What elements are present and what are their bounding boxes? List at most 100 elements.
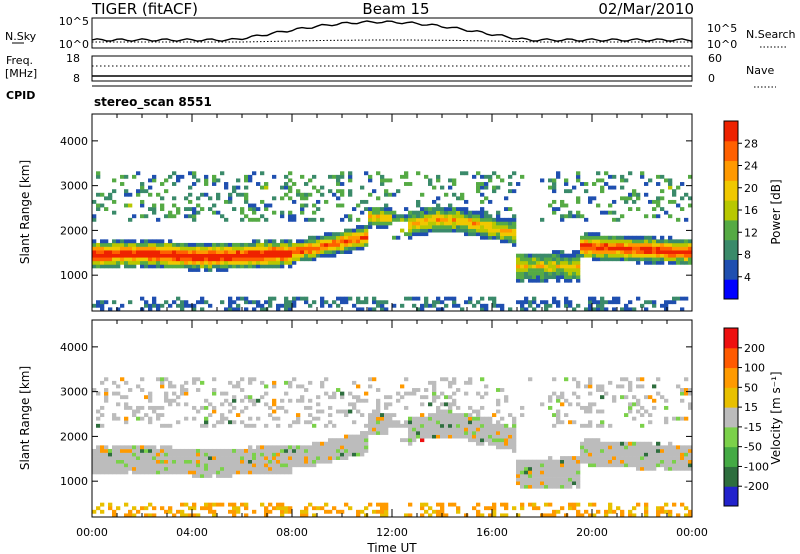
power-cell xyxy=(488,221,493,226)
velocity-cell xyxy=(496,420,501,425)
velocity-cell xyxy=(432,384,437,389)
power-cell xyxy=(600,239,605,244)
velocity-cell xyxy=(180,391,185,396)
power-cell xyxy=(260,264,265,269)
power-cell xyxy=(116,253,121,258)
velocity-cell xyxy=(540,459,545,464)
power-cell xyxy=(660,196,665,201)
velocity-cell xyxy=(104,377,109,382)
power-cell xyxy=(552,264,557,269)
power-cell xyxy=(496,217,501,222)
power-cell xyxy=(484,307,489,312)
power-cell xyxy=(452,207,457,212)
power-cell xyxy=(648,260,653,265)
velocity-cell xyxy=(356,509,361,514)
velocity-cell xyxy=(244,452,249,457)
power-cell xyxy=(172,246,177,251)
power-cell xyxy=(192,214,197,219)
power-cell xyxy=(192,303,197,308)
power-cell xyxy=(460,196,465,201)
velocity-cell xyxy=(528,477,533,482)
power-cell xyxy=(676,203,681,208)
power-cell xyxy=(140,253,145,258)
power-colorbar-swatch xyxy=(724,219,738,241)
freq-tick-top: 18 xyxy=(66,52,80,65)
velocity-cell xyxy=(452,423,457,428)
power-cell xyxy=(612,199,617,204)
power-cell xyxy=(504,196,509,201)
velocity-cell xyxy=(452,413,457,418)
power-cell xyxy=(632,246,637,251)
power-cell xyxy=(664,253,669,258)
power-cell xyxy=(456,217,461,222)
velocity-cell xyxy=(324,391,329,396)
power-cell xyxy=(340,246,345,251)
power-cell xyxy=(580,182,585,186)
power-cell xyxy=(436,300,441,305)
power-cell xyxy=(260,185,265,190)
power-cell xyxy=(212,210,217,215)
power-cell xyxy=(624,242,629,247)
power-cell xyxy=(176,210,181,215)
noise-left-tick-bottom: 10^0 xyxy=(59,38,89,51)
velocity-cell xyxy=(192,452,197,457)
velocity-cell xyxy=(168,466,173,471)
velocity-cell xyxy=(144,452,149,457)
power-cell xyxy=(296,253,301,258)
velocity-cell xyxy=(520,502,525,507)
power-cell xyxy=(336,246,341,251)
velocity-cell xyxy=(384,431,389,435)
power-cell xyxy=(520,174,525,179)
velocity-cell xyxy=(452,431,457,435)
power-cell xyxy=(456,221,461,226)
power-cell xyxy=(92,214,97,219)
power-cell xyxy=(276,242,281,247)
power-cell xyxy=(672,246,677,251)
power-cell xyxy=(444,210,449,215)
velocity-cell xyxy=(368,384,373,389)
power-cell xyxy=(304,203,309,208)
velocity-cell xyxy=(120,470,125,475)
power-cell xyxy=(192,210,197,215)
velocity-cell xyxy=(484,416,489,421)
power-cell xyxy=(564,257,569,262)
velocity-cell xyxy=(444,377,449,382)
velocity-cell xyxy=(232,384,237,389)
velocity-cell xyxy=(116,463,121,468)
velocity-cell xyxy=(468,416,473,421)
power-cell xyxy=(588,246,593,251)
velocity-cell xyxy=(280,448,285,453)
power-cell xyxy=(584,307,589,312)
velocity-cell xyxy=(236,456,241,460)
velocity-cell xyxy=(528,466,533,471)
power-cell xyxy=(600,307,605,312)
power-cell xyxy=(520,300,525,305)
power-cell xyxy=(596,203,601,208)
velocity-cell xyxy=(584,423,589,428)
velocity-cell xyxy=(432,434,437,439)
velocity-cell xyxy=(320,380,325,385)
power-cell xyxy=(240,192,245,197)
velocity-cell xyxy=(304,459,309,464)
velocity-cell xyxy=(472,431,477,435)
velocity-cell xyxy=(456,416,461,421)
velocity-colorbar-swatch xyxy=(724,426,738,448)
velocity-cell xyxy=(560,391,565,396)
velocity-cell xyxy=(288,423,293,428)
power-cell xyxy=(172,250,177,254)
velocity-cell xyxy=(448,434,453,439)
velocity-cell xyxy=(108,448,113,453)
power-cell xyxy=(200,296,205,301)
power-cell xyxy=(448,225,453,229)
velocity-cell xyxy=(624,395,629,400)
velocity-cell xyxy=(552,484,557,489)
velocity-cell xyxy=(576,384,581,389)
velocity-colorbar-swatch xyxy=(724,407,738,428)
power-cell xyxy=(116,257,121,262)
power-cell xyxy=(424,217,429,222)
velocity-cell xyxy=(136,470,141,475)
power-cell xyxy=(128,246,133,251)
power-cell xyxy=(292,182,297,186)
power-cell xyxy=(452,192,457,197)
power-cell xyxy=(488,235,493,240)
